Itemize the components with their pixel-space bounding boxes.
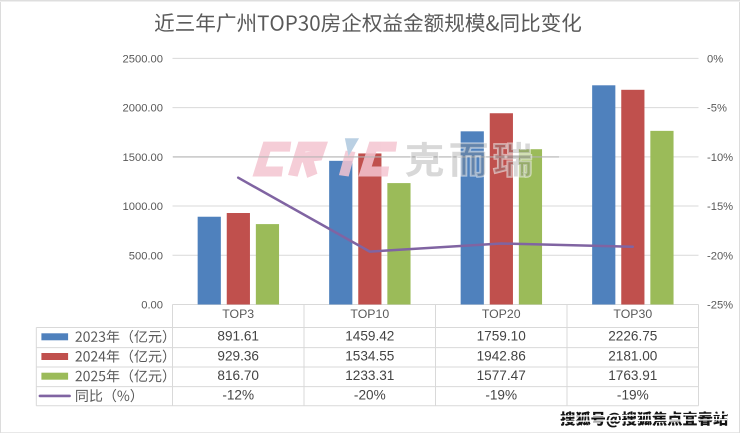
svg-text:-25%: -25%	[707, 300, 733, 312]
svg-text:TOP10: TOP10	[350, 307, 389, 321]
svg-text:1942.86: 1942.86	[477, 349, 526, 364]
svg-text:1534.55: 1534.55	[345, 349, 394, 364]
svg-text:816.70: 816.70	[217, 368, 259, 383]
svg-text:TOP30: TOP30	[613, 307, 652, 321]
svg-text:-12%: -12%	[222, 388, 254, 403]
svg-text:-15%: -15%	[707, 201, 733, 213]
svg-text:-5%: -5%	[707, 103, 727, 115]
svg-text:2500.00: 2500.00	[123, 53, 163, 65]
svg-text:-19%: -19%	[485, 388, 517, 403]
svg-text:-19%: -19%	[617, 388, 649, 403]
svg-text:500.00: 500.00	[129, 250, 163, 262]
svg-text:0.00: 0.00	[141, 300, 163, 312]
svg-text:-10%: -10%	[707, 152, 733, 164]
svg-text:1000.00: 1000.00	[123, 201, 163, 213]
svg-text:1759.10: 1759.10	[477, 328, 527, 343]
svg-text:-20%: -20%	[707, 250, 733, 262]
svg-text:929.36: 929.36	[217, 349, 259, 364]
svg-text:0%: 0%	[707, 53, 723, 65]
svg-text:TOP3: TOP3	[222, 307, 254, 321]
svg-text:TOP20: TOP20	[482, 307, 521, 321]
svg-text:1577.47: 1577.47	[477, 368, 526, 383]
svg-text:2181.00: 2181.00	[608, 349, 658, 364]
svg-text:-20%: -20%	[354, 388, 386, 403]
svg-text:1459.42: 1459.42	[345, 328, 394, 343]
svg-text:1763.91: 1763.91	[608, 368, 657, 383]
svg-text:891.61: 891.61	[217, 328, 259, 343]
svg-text:2226.75: 2226.75	[608, 328, 657, 343]
svg-text:1500.00: 1500.00	[123, 152, 163, 164]
svg-text:1233.31: 1233.31	[345, 368, 394, 383]
svg-text:2000.00: 2000.00	[123, 103, 163, 115]
